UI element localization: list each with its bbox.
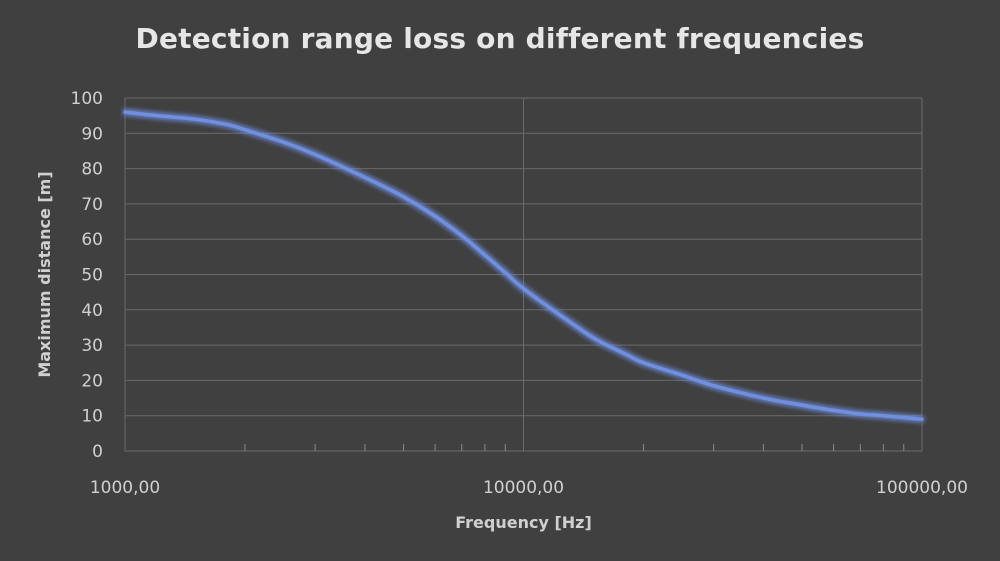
y-tick-label: 60 bbox=[81, 230, 103, 250]
y-tick-label: 90 bbox=[81, 124, 103, 144]
y-tick-label: 40 bbox=[81, 301, 103, 321]
y-tick-label: 70 bbox=[81, 195, 103, 215]
x-tick-label: 100000,00 bbox=[876, 478, 968, 498]
y-tick-label: 80 bbox=[81, 160, 103, 180]
x-tick-label: 1000,00 bbox=[90, 478, 160, 498]
grid bbox=[124, 97, 923, 452]
y-tick-label: 10 bbox=[81, 407, 103, 427]
x-axis-title: Frequency [Hz] bbox=[455, 513, 592, 532]
ticks bbox=[244, 444, 905, 451]
y-axis-title: Maximum distance [m] bbox=[35, 171, 54, 377]
y-tick-label: 0 bbox=[92, 442, 103, 462]
chart-title: Detection range loss on different freque… bbox=[135, 22, 865, 55]
y-tick-label: 20 bbox=[81, 371, 103, 391]
y-tick-label: 100 bbox=[71, 89, 103, 109]
tick-labels: 0 10 20 30 40 50 60 70 80 90 100 1000,00 10000,00 100… bbox=[71, 89, 968, 498]
series-line bbox=[123, 110, 924, 421]
x-tick-label: 10000,00 bbox=[483, 478, 564, 498]
y-tick-label: 30 bbox=[81, 336, 103, 356]
y-tick-label: 50 bbox=[81, 266, 103, 286]
series-layer bbox=[123, 110, 924, 421]
